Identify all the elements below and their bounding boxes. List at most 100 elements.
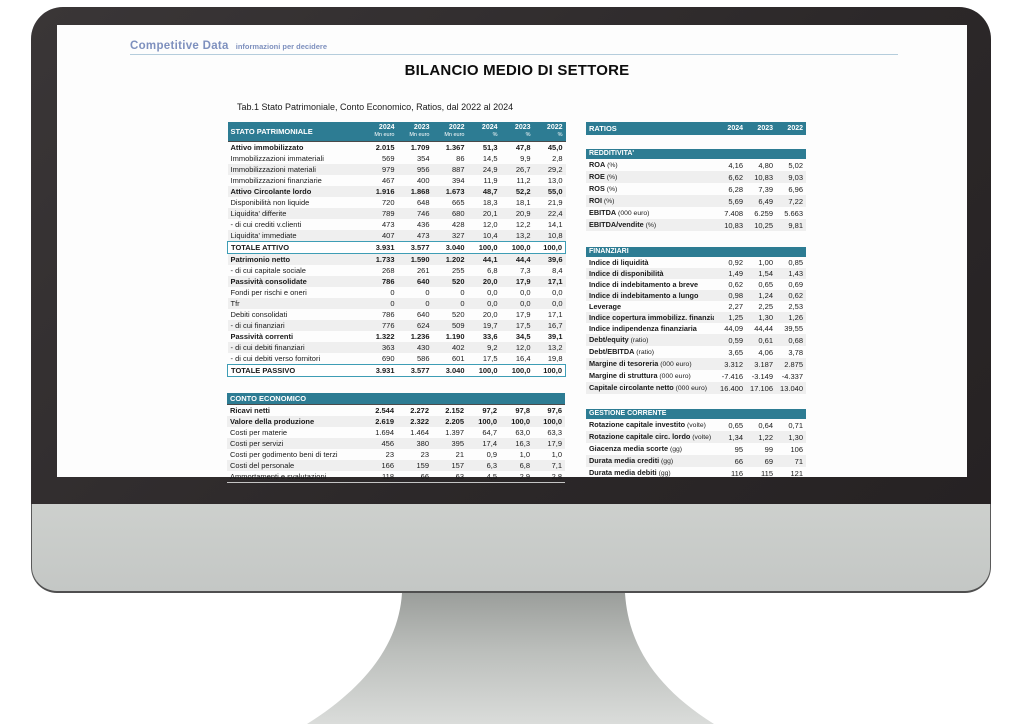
table-row: TOTALE ATTIVO 3.931 3.577 3.040 100,0 100,0 10… — [227, 240, 566, 254]
row-value: 400 — [416, 175, 430, 185]
table-row: Ricavi netti 2.544 2.272 2.152 97,2 97,8 97,6 — [227, 403, 565, 416]
row-value: 363 — [381, 342, 395, 352]
row-value: 63 — [455, 471, 464, 481]
row-value: 1.190 — [445, 331, 465, 341]
row-value: 19,8 — [547, 353, 563, 363]
row-label: Debt/equity (ratio) — [589, 335, 649, 344]
row-value: 1.236 — [410, 331, 430, 341]
table-row: Indice copertura immobilizz. finanziarie… — [586, 312, 806, 323]
table-header-row: STATO PATRIMONIALE 2024 Mn euro 2023 Mn eur… — [227, 122, 566, 141]
row-value: 100,0 — [500, 240, 534, 254]
row-value: 6,49 — [758, 196, 773, 206]
row-value: 13,2 — [515, 230, 531, 240]
row-value: 100,0 — [533, 363, 566, 377]
row-value: 1,22 — [758, 432, 773, 442]
row-value: 0 — [390, 287, 395, 297]
row-value: 17,9 — [515, 309, 531, 319]
row-value: 640 — [416, 309, 430, 319]
table-row: EBITDA (000 euro) 7.408 6.259 5.663 — [586, 207, 806, 219]
row-value: 789 — [381, 208, 395, 218]
row-value: 118 — [382, 471, 394, 481]
row-value: 63,3 — [547, 427, 562, 437]
row-value: 1.673 — [445, 186, 465, 196]
row-value: 0,65 — [728, 420, 743, 430]
row-label: ROS (%) — [589, 184, 618, 193]
row-value: 86 — [456, 153, 465, 163]
row-label: Liquidita' differite — [230, 208, 287, 218]
row-label: ROI (%) — [589, 196, 615, 205]
table-row: Debiti consolidati 786 640 520 20,0 17,9 17,1 — [228, 309, 566, 320]
row-value: 18,3 — [482, 197, 498, 207]
row-value: 473 — [416, 230, 430, 240]
monitor-stand — [307, 593, 714, 724]
row-value: 7,1 — [551, 460, 562, 470]
table-row: Costi per godimento beni di terzi 23 23 21 0… — [227, 449, 565, 460]
row-value: 29,2 — [547, 164, 563, 174]
row-value: 7,22 — [788, 196, 803, 206]
redditivita-table: ROA (%) 4,16 4,80 5,02 ROE (%) 6,62 10,83 9,03 R… — [586, 159, 806, 231]
row-value: 23 — [420, 449, 429, 459]
row-value: 2.015 — [361, 140, 398, 153]
table-row: - di cui capitale sociale 268 261 255 6,8 7,3… — [228, 265, 566, 276]
row-value: 17,1 — [547, 309, 563, 319]
row-value: 648 — [416, 197, 430, 207]
row-label: Durata media crediti (gg) — [589, 456, 674, 465]
row-value: 3.040 — [432, 363, 468, 377]
row-value: 16,7 — [547, 320, 563, 330]
row-value: 601 — [451, 353, 465, 363]
row-value: 66 — [420, 471, 429, 481]
row-value: 0 — [425, 298, 430, 308]
row-label: Ammortamenti e svalutazioni — [230, 471, 327, 481]
row-value: 4,16 — [728, 160, 743, 170]
row-value: 44,44 — [754, 324, 773, 333]
row-label: Costi del personale — [230, 460, 295, 470]
row-label: Capitale circolante netto (000 euro) — [589, 383, 707, 392]
row-value: 255 — [451, 265, 465, 275]
row-value: 3.312 — [724, 359, 743, 369]
table-caption: Tab.1 Stato Patrimoniale, Conto Economic… — [237, 102, 514, 112]
row-value: 430 — [416, 342, 430, 352]
table-row: Leverage 2,27 2,25 2,53 — [586, 301, 806, 312]
column-header: 2022 — [776, 122, 806, 135]
row-value: 407 — [381, 230, 395, 240]
row-label: Debiti consolidati — [230, 309, 288, 319]
row-label: Indice di disponibilità — [589, 269, 664, 278]
row-label: Costi per materie — [230, 427, 288, 437]
row-value: 44,4 — [515, 254, 531, 264]
row-value: 3,78 — [788, 347, 803, 357]
row-value: 0,0 — [552, 298, 563, 308]
row-value: 1.322 — [375, 331, 395, 341]
row-value: 1,25 — [728, 313, 743, 322]
row-value: 0,0 — [520, 287, 531, 297]
row-label: - di cui debiti verso fornitori — [230, 353, 321, 363]
row-value: 20,1 — [482, 208, 498, 218]
table-row: ROS (%) 6,28 7,39 6,96 — [586, 183, 806, 195]
row-value: 2,25 — [758, 302, 773, 311]
gestione-corrente-table: Rotazione capitale investito (volte) 0,65… — [586, 419, 806, 479]
ratios-column: RATIOS 2024 2023 2022 REDDITIVITA' ROA (%)… — [586, 122, 806, 479]
table-row: Passività consolidate 786 640 520 20,0 17,9 17… — [227, 275, 566, 287]
row-value: 39,55 — [784, 324, 803, 333]
row-value: 0,9 — [486, 449, 497, 459]
row-label: Debt/EBITDA (ratio) — [589, 347, 655, 356]
row-value: 13,0 — [547, 175, 563, 185]
table-row: Giacenza media scorte (gg) 95 99 106 — [586, 443, 806, 455]
table-row: Valore della produzione 2.619 2.322 2.205 10… — [227, 415, 565, 427]
row-label: Indice di indebitamento a breve — [589, 280, 699, 289]
table-row: Durata media crediti (gg) 66 69 71 — [586, 455, 806, 467]
row-value: 3.931 — [361, 363, 398, 377]
row-value: 0,61 — [758, 335, 773, 345]
table-row: - di cui crediti v.clienti 473 436 428 12,0 1… — [228, 219, 566, 230]
row-value: 2.272 — [397, 403, 432, 416]
row-value: 680 — [451, 208, 465, 218]
row-value: 16,3 — [515, 438, 530, 448]
row-label: Leverage — [589, 302, 622, 311]
row-value: 0,68 — [788, 335, 803, 345]
row-label: Margine di struttura (000 euro) — [589, 371, 691, 380]
row-value: 6,3 — [486, 460, 497, 470]
column-header: 2023 Mn euro — [397, 122, 433, 141]
row-value: 100,0 — [511, 416, 530, 426]
row-value: 473 — [381, 219, 395, 229]
row-value: 1.868 — [410, 186, 430, 196]
row-value: 1,26 — [788, 313, 803, 322]
